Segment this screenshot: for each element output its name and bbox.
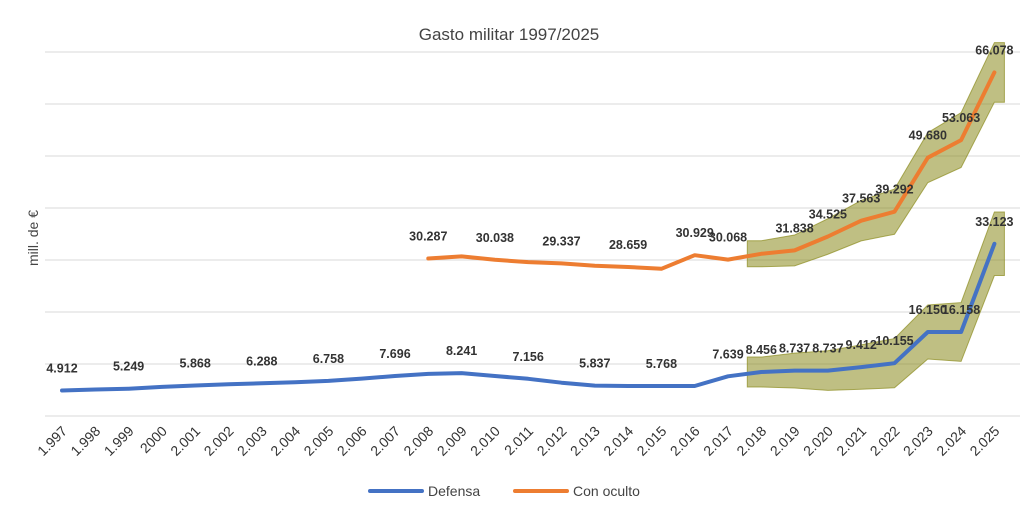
data-label: 30.068	[709, 231, 747, 245]
data-label: 9.412	[846, 338, 877, 352]
data-label: 28.659	[609, 238, 647, 252]
gridlines	[45, 51, 1020, 417]
highlight-band	[746, 42, 1005, 391]
x-tick-label: 2.009	[434, 423, 470, 459]
x-tick-label: 2.020	[800, 423, 836, 459]
legend: Defensa Con oculto	[368, 483, 640, 499]
x-tick-label: 2.019	[767, 423, 803, 459]
data-label: 8.737	[779, 342, 810, 356]
series-line-defensa	[60, 241, 997, 393]
data-label: 4.912	[46, 361, 77, 375]
data-label: 30.287	[409, 230, 447, 244]
x-tick-label: 2.012	[534, 423, 570, 459]
data-label: 16.158	[942, 303, 980, 317]
data-label: 66.078	[975, 43, 1013, 57]
legend-label: Defensa	[428, 483, 480, 499]
data-label: 30.929	[676, 226, 714, 240]
x-tick-label: 2.005	[300, 423, 336, 459]
data-label: 5.768	[646, 357, 677, 371]
x-tick-label: 2.001	[167, 423, 203, 459]
chart-title: Gasto militar 1997/2025	[419, 25, 600, 44]
x-tick-label: 2.004	[267, 423, 303, 459]
data-labels: 4.912 5.249 5.868 6.288 6.758 7.696 8.241 7.156…	[46, 43, 1013, 375]
data-label: 7.156	[513, 350, 544, 364]
x-tick-label: 2.018	[733, 423, 769, 459]
x-tick-label: 1.997	[34, 423, 70, 459]
x-tick-label: 2.022	[867, 423, 903, 459]
x-tick-label: 2.025	[966, 423, 1002, 459]
series-line-con-oculto	[426, 70, 997, 271]
x-tick-label: 2.003	[234, 423, 270, 459]
x-tick-label: 2.010	[467, 423, 503, 459]
data-label: 8.456	[746, 343, 777, 357]
legend-label: Con oculto	[573, 483, 640, 499]
y-axis-label: mill. de €	[25, 210, 41, 266]
x-tick-label: 2.013	[567, 423, 603, 459]
x-tick-label: 2.011	[501, 423, 537, 459]
x-tick-label: 2.017	[700, 423, 736, 459]
data-label: 8.241	[446, 344, 477, 358]
x-tick-label: 2.016	[667, 423, 703, 459]
x-tick-label: 2.007	[367, 423, 403, 459]
x-tick-label: 2.023	[900, 423, 936, 459]
data-label: 10.155	[875, 334, 913, 348]
x-tick-label: 2000	[137, 423, 170, 456]
x-tick-label: 1.998	[67, 423, 103, 459]
data-label: 7.639	[712, 347, 743, 361]
data-label: 5.868	[180, 356, 211, 370]
x-tick-label: 2.014	[600, 423, 636, 459]
data-label: 5.837	[579, 357, 610, 371]
x-tick-label: 2.006	[334, 423, 370, 459]
data-label: 8.737	[812, 342, 843, 356]
data-label: 5.249	[113, 360, 144, 374]
data-label: 30.038	[476, 231, 514, 245]
highlight-band-con-oculto	[746, 42, 1005, 268]
data-label: 34.525	[809, 207, 847, 221]
x-tick-label: 2.008	[400, 423, 436, 459]
x-tick-label: 2.021	[833, 423, 869, 459]
series-lines	[60, 70, 997, 393]
x-tick-label: 2.015	[633, 423, 669, 459]
x-tick-label: 2.024	[933, 423, 969, 459]
data-label: 31.838	[775, 221, 813, 235]
data-label: 29.337	[542, 234, 580, 248]
x-tick-label: 1.999	[101, 423, 137, 459]
data-label: 16.150	[909, 303, 947, 317]
data-label: 6.758	[313, 352, 344, 366]
x-tick-label: 2.002	[201, 423, 237, 459]
data-label: 49.680	[909, 129, 947, 143]
data-label: 39.292	[875, 183, 913, 197]
data-label: 6.288	[246, 354, 277, 368]
data-label: 37.563	[842, 192, 880, 206]
data-label: 33.123	[975, 215, 1013, 229]
highlight-band-defensa	[746, 211, 1005, 391]
data-label: 7.696	[379, 347, 410, 361]
data-label: 53.063	[942, 111, 980, 125]
